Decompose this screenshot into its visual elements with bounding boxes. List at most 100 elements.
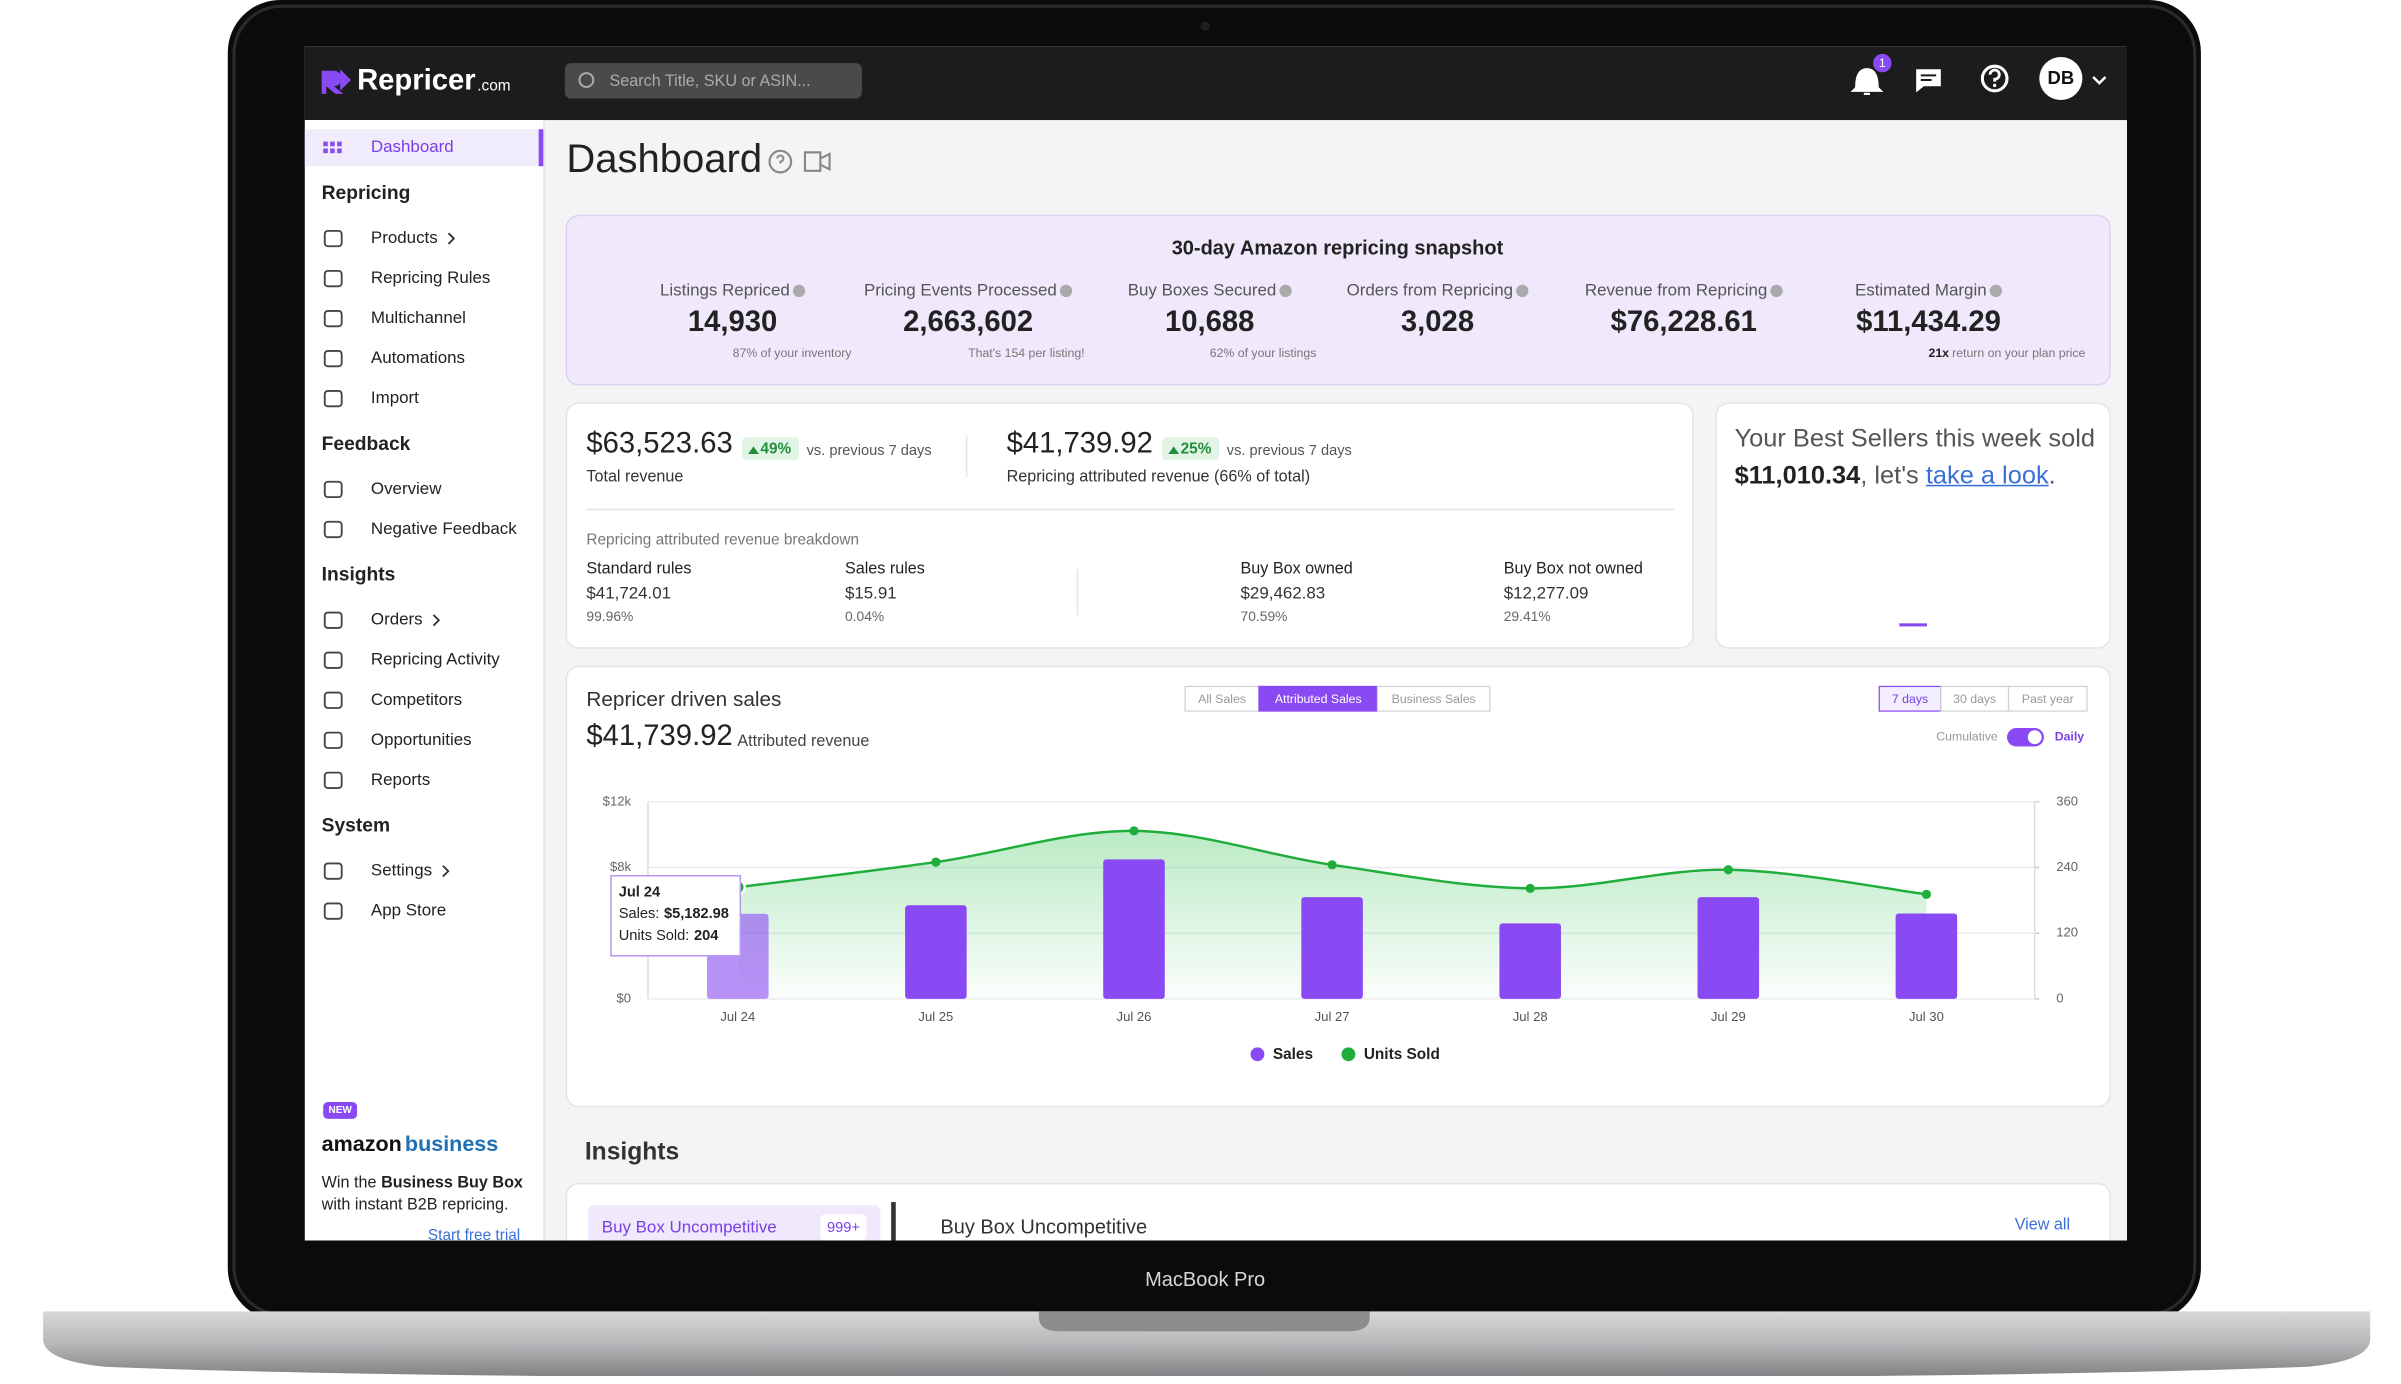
bar[interactable] xyxy=(1301,897,1363,999)
tooltip-value: $5,182.98 xyxy=(664,906,729,922)
help-icon[interactable] xyxy=(1980,64,2009,93)
bar[interactable] xyxy=(1697,897,1760,999)
tooltip-date: Jul 24 xyxy=(619,885,661,901)
nav-icon xyxy=(323,731,343,749)
nav-item[interactable]: Opportunities xyxy=(371,730,472,749)
nav-item[interactable]: App Store xyxy=(371,901,446,920)
tab-label[interactable]: All Sales xyxy=(1198,692,1246,706)
notification-count: 1 xyxy=(1879,56,1886,70)
metric-value: 2,663,602 xyxy=(903,306,1033,338)
info-icon[interactable] xyxy=(1989,284,2003,298)
breakdown-value: $29,462.83 xyxy=(1241,584,1326,603)
nav-item[interactable]: Overview xyxy=(371,479,442,498)
active-item-indicator xyxy=(538,129,544,167)
nav-item[interactable]: Competitors xyxy=(371,690,462,709)
section-title: Insights xyxy=(585,1138,679,1165)
tab[interactable] xyxy=(1184,685,1260,712)
up-arrow xyxy=(1168,446,1180,455)
video-icon[interactable] xyxy=(803,151,831,172)
nav-item[interactable]: Automations xyxy=(371,348,465,367)
snapshot-title: 30-day Amazon repricing snapshot xyxy=(1172,238,1504,260)
metric-label: Revenue from Repricing xyxy=(1585,280,1767,299)
chat-lines xyxy=(1920,74,1937,82)
nav-icon xyxy=(323,480,343,499)
tab-label[interactable]: Attributed Sales xyxy=(1275,692,1362,706)
tab[interactable] xyxy=(1258,685,1379,712)
carousel-indicator[interactable] xyxy=(1899,623,1927,627)
avatar[interactable] xyxy=(2039,56,2083,101)
insights-tab-label[interactable]: Buy Box Uncompetitive xyxy=(602,1218,777,1237)
laptop-base xyxy=(43,1311,2371,1380)
chart-amount: $41,739.92 xyxy=(586,720,732,752)
tab-label[interactable]: Past year xyxy=(2022,692,2074,706)
bar[interactable] xyxy=(1499,923,1561,999)
revenue-card xyxy=(565,402,1694,649)
bell-icon[interactable] xyxy=(1850,68,1884,95)
search-box[interactable] xyxy=(564,63,862,99)
tooltip xyxy=(610,874,742,957)
tab[interactable] xyxy=(2007,685,2088,712)
breakdown-value: $15.91 xyxy=(845,584,897,603)
bar[interactable] xyxy=(1895,913,1958,999)
info-icon[interactable] xyxy=(1059,284,1073,298)
x-tick-label: Jul 30 xyxy=(1909,1009,1944,1024)
text: . xyxy=(2048,461,2056,490)
promo-link[interactable]: Start free trial xyxy=(428,1227,520,1244)
compare-text: vs. previous 7 days xyxy=(807,443,932,459)
nav-chevron xyxy=(447,232,456,245)
chart-amount-label: Attributed revenue xyxy=(737,732,869,750)
info-icon[interactable] xyxy=(1279,284,1292,298)
info-icon[interactable] xyxy=(1516,284,1529,298)
device-label: MacBook Pro xyxy=(1145,1269,1265,1291)
nav-item[interactable]: Multichannel xyxy=(371,308,466,327)
info-icon[interactable] xyxy=(1770,284,1783,298)
metric-label: Estimated Margin xyxy=(1855,280,1987,299)
nav-section-title: System xyxy=(322,816,390,837)
nav-item[interactable]: Products xyxy=(371,228,438,247)
help-icon[interactable] xyxy=(768,149,793,174)
link[interactable]: take a look xyxy=(1925,461,2049,490)
tab-label[interactable]: Business Sales xyxy=(1392,692,1476,706)
base-notch xyxy=(1038,1311,1370,1332)
insights-tab[interactable] xyxy=(587,1205,881,1251)
tab-label[interactable]: 7 days xyxy=(1892,692,1928,706)
sidebar xyxy=(304,120,544,1241)
nav-item[interactable]: Orders xyxy=(371,610,423,629)
amount: $11,010.34 xyxy=(1734,461,1861,490)
tab-label[interactable]: 30 days xyxy=(1953,692,1996,706)
info-icon[interactable] xyxy=(792,284,806,298)
nav-item[interactable]: Repricing Rules xyxy=(371,268,490,287)
page-title: Dashboard xyxy=(566,137,762,181)
nav-item[interactable]: Dashboard xyxy=(371,137,454,156)
tab[interactable] xyxy=(1878,685,1942,712)
y-tick-label: $8k xyxy=(610,859,632,874)
revenue-value: $41,739.92 xyxy=(1007,428,1153,460)
nav-item[interactable]: Reports xyxy=(371,770,430,789)
avatar-chevron xyxy=(2092,76,2107,85)
metric-label: Listings Repriced xyxy=(660,280,790,299)
nav-item[interactable]: Negative Feedback xyxy=(371,519,517,538)
toggle-knob xyxy=(2027,730,2042,745)
view-all-link[interactable]: View all xyxy=(2015,1215,2070,1233)
best-sellers-paragraph: Your Best Sellers this week sold $11,010… xyxy=(1735,420,2098,494)
line-point xyxy=(1921,889,1932,899)
tab[interactable] xyxy=(1376,685,1491,712)
bar[interactable] xyxy=(1103,859,1165,999)
nav-item[interactable]: Import xyxy=(371,388,419,407)
legend-swatch xyxy=(1250,1047,1265,1062)
line-point xyxy=(931,857,941,867)
tooltip-row: Units Sold: 204 xyxy=(619,928,720,944)
text: Win the xyxy=(322,1174,377,1192)
tooltip-label: Sales: xyxy=(619,906,660,922)
change-value: 25% xyxy=(1181,440,1212,457)
nav-item[interactable]: Repricing Activity xyxy=(371,650,500,669)
bar[interactable] xyxy=(905,905,967,999)
nav-icon xyxy=(323,771,343,789)
nav-item[interactable]: Settings xyxy=(371,861,432,880)
insights-card xyxy=(565,1182,2111,1241)
y-tick-label: $12k xyxy=(603,793,632,808)
nav-chevron xyxy=(432,614,441,627)
breakdown-label: Buy Box owned xyxy=(1241,560,1353,578)
